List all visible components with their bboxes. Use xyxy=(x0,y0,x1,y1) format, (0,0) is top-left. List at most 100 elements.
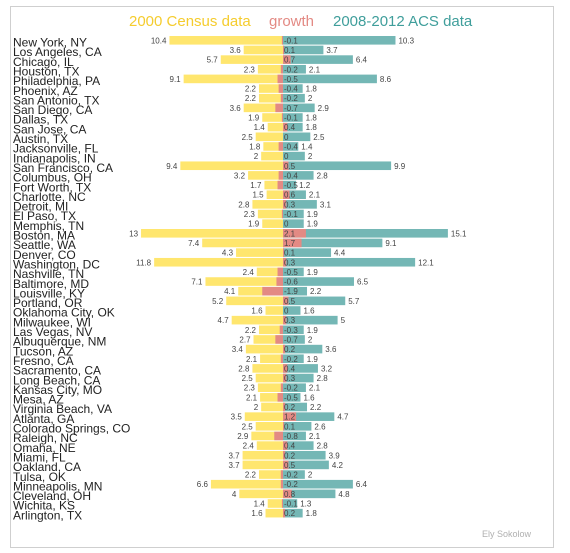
growth-bar xyxy=(277,74,283,84)
census-value-label: 5.2 xyxy=(212,297,224,306)
acs-bar xyxy=(283,431,306,441)
census-value-label: 1.9 xyxy=(248,220,260,229)
category-label: Omaha, NE xyxy=(13,441,76,455)
acs-bar xyxy=(283,315,338,325)
census-value-label: 2.4 xyxy=(243,268,255,277)
growth-bar xyxy=(277,393,283,402)
category-label: Las Vegas, NV xyxy=(13,325,92,339)
acs-bar xyxy=(283,393,301,402)
category-label: San Francisco, CA xyxy=(13,161,113,175)
census-value-label: 2.5 xyxy=(242,374,254,383)
census-value-label: 5.7 xyxy=(207,56,219,65)
census-bar xyxy=(258,470,283,479)
census-value-label: 2.9 xyxy=(237,432,249,441)
category-label: Virginia Beach, VA xyxy=(13,402,112,416)
census-value-label: 7.4 xyxy=(188,239,200,248)
acs-value-label: 1.2 xyxy=(299,181,311,190)
growth-bar xyxy=(283,248,285,257)
acs-bar xyxy=(283,479,353,489)
legend: 2000 Census data growth 2008-2012 ACS da… xyxy=(129,13,473,30)
acs-value-label: 6.5 xyxy=(357,278,369,287)
category-label: Colorado Springs, CO xyxy=(13,422,130,436)
growth-bar xyxy=(281,499,283,508)
census-value-label: 13 xyxy=(129,229,138,238)
census-value-label: 2.3 xyxy=(244,210,256,219)
acs-bar xyxy=(283,402,308,412)
census-value-label: 10.4 xyxy=(151,36,167,45)
growth-value-label: -0.2 xyxy=(284,65,298,74)
census-value-label: 2 xyxy=(254,152,259,161)
growth-value-label: 0 xyxy=(284,220,289,229)
growth-value-label: -0.4 xyxy=(284,85,298,94)
census-bar xyxy=(258,325,283,335)
census-value-label: 2.3 xyxy=(244,384,256,393)
acs-bar xyxy=(283,45,324,55)
acs-value-label: 2.6 xyxy=(314,422,326,431)
census-bar xyxy=(257,64,283,74)
category-label: Baltimore, MD xyxy=(13,277,89,291)
acs-value-label: 2.9 xyxy=(318,104,330,113)
census-bar xyxy=(264,180,283,190)
census-bar xyxy=(258,84,283,93)
growth-value-label: -0.2 xyxy=(284,480,298,489)
category-label: Charlotte, NC xyxy=(13,190,86,204)
census-value-label: 1.9 xyxy=(248,114,260,123)
acs-value-label: 4.8 xyxy=(338,490,350,499)
census-value-label: 2.8 xyxy=(238,364,250,373)
acs-bar xyxy=(283,277,354,286)
acs-bar xyxy=(283,412,335,421)
acs-bar xyxy=(283,93,305,103)
growth-bar xyxy=(275,103,283,113)
acs-value-label: 1.9 xyxy=(307,210,319,219)
growth-value-label: -0.1 xyxy=(284,500,298,509)
census-bar xyxy=(180,161,283,171)
growth-value-label: -0.6 xyxy=(284,278,298,287)
category-label: Minneapolis, MN xyxy=(13,479,102,493)
acs-value-label: 2 xyxy=(308,471,313,480)
acs-bar xyxy=(283,364,318,373)
census-bar xyxy=(262,219,283,228)
growth-bar xyxy=(262,286,283,296)
acs-value-label: 2.2 xyxy=(310,403,322,412)
acs-bar xyxy=(283,422,312,431)
growth-value-label: 0.2 xyxy=(284,509,296,518)
category-label: Tulsa, OK xyxy=(13,470,66,484)
growth-value-label: 0.2 xyxy=(284,403,296,412)
acs-value-label: 2.8 xyxy=(317,171,329,180)
census-bar xyxy=(238,286,283,296)
census-bar xyxy=(210,479,283,489)
acs-bar xyxy=(283,499,298,508)
census-value-label: 2.2 xyxy=(245,471,257,480)
category-label: Indianapolis, IN xyxy=(13,151,96,165)
census-bar xyxy=(261,402,283,412)
growth-value-label: -0.4 xyxy=(284,171,298,180)
growth-bar xyxy=(283,45,285,55)
census-value-label: 4.7 xyxy=(218,316,230,325)
census-bar xyxy=(205,277,283,286)
growth-bar xyxy=(283,508,286,518)
census-value-label: 3.7 xyxy=(228,461,240,470)
growth-bar xyxy=(283,122,288,132)
growth-bar xyxy=(280,383,283,392)
acs-bar xyxy=(283,142,299,151)
growth-bar xyxy=(277,267,283,277)
growth-value-label: 0 xyxy=(284,133,289,142)
census-value-label: 2.8 xyxy=(238,200,250,209)
census-bar xyxy=(239,489,283,499)
census-value-label: 1.8 xyxy=(249,142,261,151)
acs-value-label: 1.6 xyxy=(303,307,315,316)
growth-bar xyxy=(281,209,283,219)
growth-bar xyxy=(283,229,306,238)
acs-bar xyxy=(283,190,306,199)
census-bar xyxy=(252,364,283,373)
category-label: Denver, CO xyxy=(13,248,76,262)
census-value-label: 2.5 xyxy=(242,422,254,431)
category-label: Seattle, WA xyxy=(13,238,76,252)
growth-bar xyxy=(275,335,283,344)
census-value-label: 1.6 xyxy=(251,307,263,316)
census-value-label: 4 xyxy=(232,490,237,499)
acs-bar xyxy=(283,161,392,171)
census-bar xyxy=(260,393,283,402)
census-value-label: 9.4 xyxy=(166,162,178,171)
census-value-label: 1.5 xyxy=(252,191,264,200)
